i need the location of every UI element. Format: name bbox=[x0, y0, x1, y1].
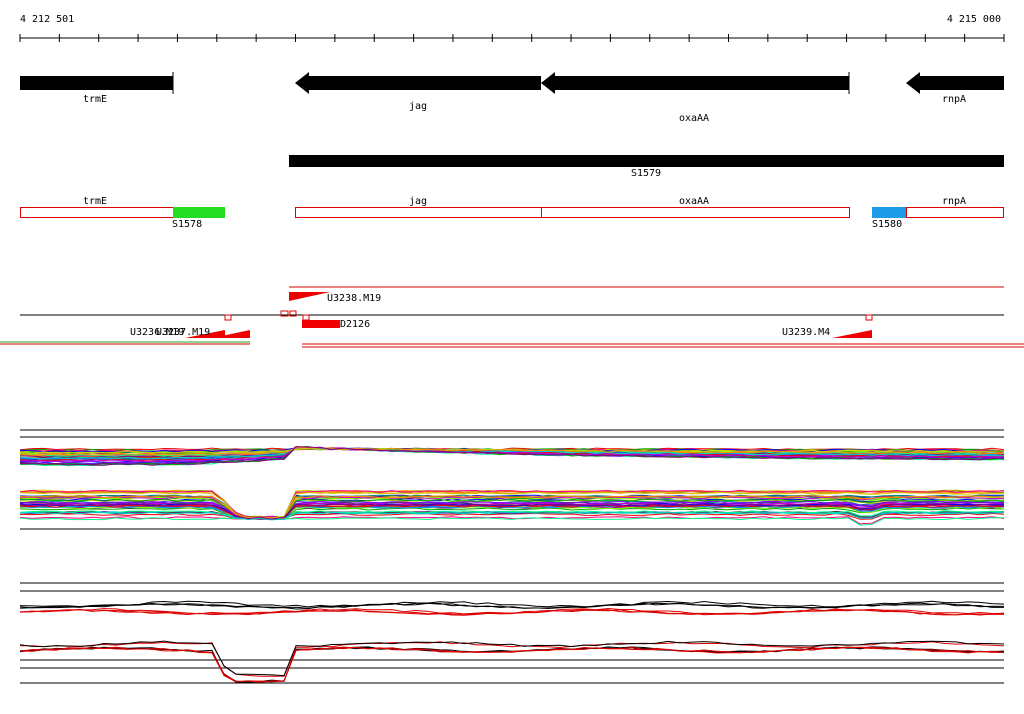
expression-line bbox=[19, 489, 1005, 519]
expression-line bbox=[19, 510, 1005, 520]
expression-line bbox=[19, 511, 1005, 520]
transcript-label: trmE bbox=[83, 196, 107, 207]
operon-track: S1579 bbox=[289, 155, 1004, 179]
gene-label: oxaAA bbox=[679, 113, 709, 124]
feature-flag bbox=[832, 330, 872, 338]
expression-line bbox=[19, 602, 1004, 610]
feature-label: D2126 bbox=[340, 319, 370, 330]
transcript-label: jag bbox=[409, 196, 427, 207]
expression-line bbox=[19, 498, 1005, 520]
feature-flag bbox=[185, 330, 225, 338]
feature-box bbox=[224, 314, 232, 321]
expression-line bbox=[19, 500, 1005, 520]
gene-arrow bbox=[906, 72, 1004, 94]
ruler-end: 4 215 000 bbox=[947, 14, 1001, 25]
transcript-box bbox=[20, 207, 174, 218]
feature-label: U3238.M19 bbox=[327, 293, 381, 304]
expression-line bbox=[19, 640, 1005, 677]
operon-bar bbox=[289, 155, 1004, 167]
expression-line bbox=[19, 446, 1005, 456]
feature-bar bbox=[302, 320, 340, 328]
transcript-box bbox=[906, 207, 1004, 218]
gene-track: trmE jag oxaAA rnpA bbox=[20, 72, 1004, 124]
operon-label: S1579 bbox=[631, 168, 661, 179]
expression-line bbox=[19, 608, 1004, 616]
transcript-box bbox=[872, 207, 906, 218]
feature-flag bbox=[212, 330, 250, 338]
expression-line bbox=[19, 600, 1005, 608]
transcript-box bbox=[541, 207, 850, 218]
ruler-start: 4 212 501 bbox=[20, 14, 74, 25]
expression-line bbox=[19, 491, 1004, 519]
feature-box bbox=[289, 310, 297, 317]
transcript-label: oxaAA bbox=[679, 196, 709, 207]
expression-line bbox=[19, 446, 1004, 460]
gene-label: jag bbox=[409, 101, 427, 112]
transcript-label: S1578 bbox=[172, 219, 202, 230]
feature-box bbox=[280, 310, 289, 317]
expression-line bbox=[19, 446, 1005, 466]
expression-line bbox=[19, 446, 1005, 463]
gene-label: rnpA bbox=[942, 94, 966, 105]
feature-box bbox=[302, 314, 310, 321]
expression-line bbox=[19, 504, 1005, 519]
expression-line bbox=[19, 646, 1005, 683]
ruler: 4 212 501 4 215 000 bbox=[19, 14, 1005, 42]
transcript-label: S1580 bbox=[872, 219, 902, 230]
transcript-label: rnpA bbox=[942, 196, 966, 207]
transcript-box bbox=[295, 207, 542, 218]
feature-box bbox=[865, 314, 873, 321]
gene-arrow bbox=[295, 72, 541, 94]
feature-label: U3236.M19 bbox=[130, 327, 184, 338]
feature-flag bbox=[289, 292, 330, 301]
expression-line bbox=[19, 517, 1005, 526]
feature-track: U3238.M19 D2126 U3236.M19 U3237.M19 U323… bbox=[0, 286, 1024, 348]
expression-line bbox=[19, 447, 1005, 454]
expression-line bbox=[19, 503, 1005, 520]
expression-line bbox=[19, 646, 1005, 683]
expression-line bbox=[19, 516, 1005, 525]
expression-tracks bbox=[19, 429, 1005, 684]
transcript-track: trmE jag oxaAA rnpA S1578 S1580 bbox=[20, 196, 1004, 230]
gene-arrow bbox=[20, 76, 173, 90]
expression-line bbox=[19, 495, 1005, 519]
feature-label: U3239.M4 bbox=[782, 327, 830, 338]
transcript-box bbox=[173, 207, 225, 218]
gene-label: trmE bbox=[83, 94, 107, 105]
feature-label: U3237.M19 bbox=[156, 327, 210, 338]
gene-arrow bbox=[541, 72, 849, 94]
